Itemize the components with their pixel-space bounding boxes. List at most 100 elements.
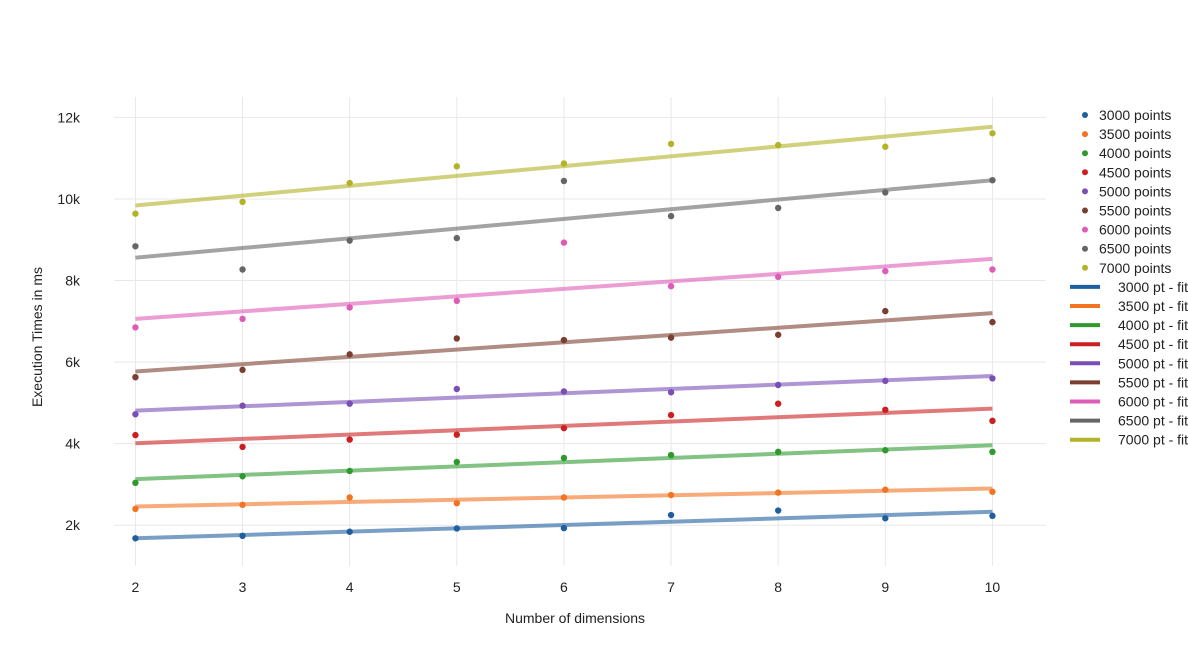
data-point xyxy=(346,237,353,244)
fit-line xyxy=(135,178,993,260)
legend-marker xyxy=(1082,226,1088,233)
y-tick-label: 10k xyxy=(57,191,81,207)
data-point xyxy=(453,335,461,342)
y-axis-ticks: 2k 4k 6k 8k 10k 12k xyxy=(57,109,81,533)
legend-label[interactable]: 6500 pt - fit xyxy=(1118,413,1188,429)
legend-label[interactable]: 3500 points xyxy=(1099,126,1171,142)
data-point xyxy=(774,507,782,514)
x-axis-ticks: 2 3 4 5 6 7 8 9 10 xyxy=(132,579,1001,595)
data-point xyxy=(774,381,782,389)
data-point xyxy=(560,160,568,167)
data-point xyxy=(239,473,246,480)
data-point xyxy=(346,304,353,311)
y-axis-label: Execution Times in ms xyxy=(29,267,45,407)
data-point xyxy=(774,204,782,212)
x-tick-label: 10 xyxy=(985,579,1001,595)
data-point xyxy=(667,511,675,519)
data-point xyxy=(774,448,782,456)
data-point xyxy=(346,528,353,535)
data-point xyxy=(346,400,353,407)
data-point xyxy=(667,334,675,341)
legend-marker xyxy=(1082,188,1088,195)
legend-label[interactable]: 7000 points xyxy=(1099,260,1171,276)
data-point xyxy=(667,283,675,290)
x-tick-label: 9 xyxy=(881,579,889,595)
legend-marker xyxy=(1082,169,1088,176)
data-point xyxy=(667,491,675,499)
data-point xyxy=(560,336,568,344)
legend-label[interactable]: 3000 pt - fit xyxy=(1118,279,1188,295)
data-point xyxy=(989,375,996,382)
data-point xyxy=(882,377,889,385)
y-tick-label: 2k xyxy=(65,517,81,533)
legend-label[interactable]: 5000 pt - fit xyxy=(1118,355,1188,371)
x-tick-label: 4 xyxy=(346,579,354,595)
data-point xyxy=(989,318,996,326)
legend-marker xyxy=(1082,112,1088,118)
data-point xyxy=(239,315,246,323)
legend-label[interactable]: 6500 points xyxy=(1099,241,1171,257)
y-tick-label: 8k xyxy=(65,273,81,289)
data-point xyxy=(774,489,782,496)
legend-label[interactable]: 3500 pt - fit xyxy=(1118,298,1188,314)
data-point xyxy=(989,266,996,273)
data-point xyxy=(774,331,782,338)
legend-label[interactable]: 7000 pt - fit xyxy=(1118,432,1188,448)
legend-marker xyxy=(1082,264,1088,271)
legend-label[interactable]: 5500 pt - fit xyxy=(1118,374,1188,390)
legend-marker xyxy=(1082,131,1088,138)
data-point xyxy=(560,454,568,462)
data-point xyxy=(989,417,996,425)
data-point xyxy=(132,324,139,331)
data-point xyxy=(989,512,996,520)
data-point xyxy=(239,198,246,206)
fit-line xyxy=(135,256,993,321)
x-tick-label: 6 xyxy=(560,579,568,595)
data-point xyxy=(882,406,889,414)
legend-label[interactable]: 6000 points xyxy=(1099,222,1171,238)
data-point xyxy=(989,448,996,456)
legend[interactable]: 3000 points 3500 points 4000 points 4500 po… xyxy=(1070,107,1188,448)
legend-label[interactable]: 4500 points xyxy=(1099,164,1171,180)
legend-label[interactable]: 3000 points xyxy=(1099,107,1171,123)
legend-label[interactable]: 5000 points xyxy=(1099,183,1171,199)
y-tick-label: 4k xyxy=(65,436,81,452)
data-point xyxy=(346,467,353,475)
legend-label[interactable]: 4000 points xyxy=(1099,145,1171,161)
data-point xyxy=(453,431,461,438)
data-point xyxy=(132,411,139,418)
legend-label[interactable]: 4000 pt - fit xyxy=(1118,317,1188,333)
data-point xyxy=(453,525,461,532)
y-tick-label: 12k xyxy=(57,109,81,125)
legend-label[interactable]: 5500 points xyxy=(1099,203,1171,219)
data-point xyxy=(453,234,461,242)
data-point xyxy=(132,243,139,250)
data-point xyxy=(882,486,889,493)
data-point xyxy=(667,411,675,419)
data-point xyxy=(453,458,461,466)
data-point xyxy=(882,515,889,522)
data-point xyxy=(346,436,353,443)
data-point xyxy=(667,451,675,459)
data-point xyxy=(346,494,353,501)
legend-marker xyxy=(1082,207,1088,214)
data-point xyxy=(132,210,139,217)
data-point xyxy=(346,179,353,187)
data-point xyxy=(989,130,996,137)
x-tick-label: 5 xyxy=(453,579,461,595)
data-point xyxy=(882,307,889,315)
data-point xyxy=(882,446,889,454)
legend-label[interactable]: 4500 pt - fit xyxy=(1118,336,1188,352)
data-point xyxy=(882,267,889,275)
legend-label[interactable]: 6000 pt - fit xyxy=(1118,394,1188,410)
x-tick-label: 8 xyxy=(774,579,782,595)
data-point xyxy=(667,212,675,220)
data-point xyxy=(239,532,246,540)
data-point xyxy=(346,351,353,358)
data-points xyxy=(132,130,996,542)
data-point xyxy=(239,366,246,374)
data-point xyxy=(132,479,139,487)
fit-line xyxy=(135,443,993,482)
